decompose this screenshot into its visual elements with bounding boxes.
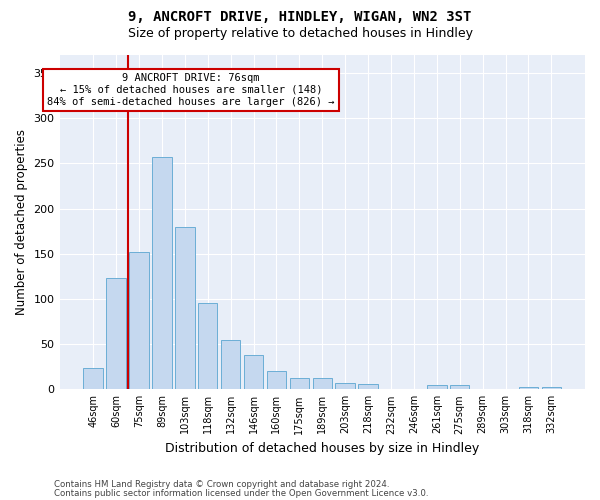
Bar bbox=[83, 368, 103, 390]
Bar bbox=[152, 157, 172, 390]
Bar bbox=[335, 383, 355, 390]
Bar bbox=[175, 226, 194, 390]
Y-axis label: Number of detached properties: Number of detached properties bbox=[15, 129, 28, 315]
Text: Contains public sector information licensed under the Open Government Licence v3: Contains public sector information licen… bbox=[54, 488, 428, 498]
X-axis label: Distribution of detached houses by size in Hindley: Distribution of detached houses by size … bbox=[165, 442, 479, 455]
Text: 9, ANCROFT DRIVE, HINDLEY, WIGAN, WN2 3ST: 9, ANCROFT DRIVE, HINDLEY, WIGAN, WN2 3S… bbox=[128, 10, 472, 24]
Bar bbox=[450, 385, 469, 390]
Bar bbox=[290, 378, 309, 390]
Bar bbox=[519, 388, 538, 390]
Bar bbox=[427, 385, 446, 390]
Bar bbox=[129, 252, 149, 390]
Bar bbox=[542, 388, 561, 390]
Text: Size of property relative to detached houses in Hindley: Size of property relative to detached ho… bbox=[128, 28, 473, 40]
Bar bbox=[244, 355, 263, 390]
Text: 9 ANCROFT DRIVE: 76sqm
← 15% of detached houses are smaller (148)
84% of semi-de: 9 ANCROFT DRIVE: 76sqm ← 15% of detached… bbox=[47, 74, 335, 106]
Text: Contains HM Land Registry data © Crown copyright and database right 2024.: Contains HM Land Registry data © Crown c… bbox=[54, 480, 389, 489]
Bar bbox=[313, 378, 332, 390]
Bar bbox=[358, 384, 378, 390]
Bar bbox=[267, 371, 286, 390]
Bar bbox=[106, 278, 126, 390]
Bar bbox=[198, 304, 217, 390]
Bar bbox=[221, 340, 241, 390]
